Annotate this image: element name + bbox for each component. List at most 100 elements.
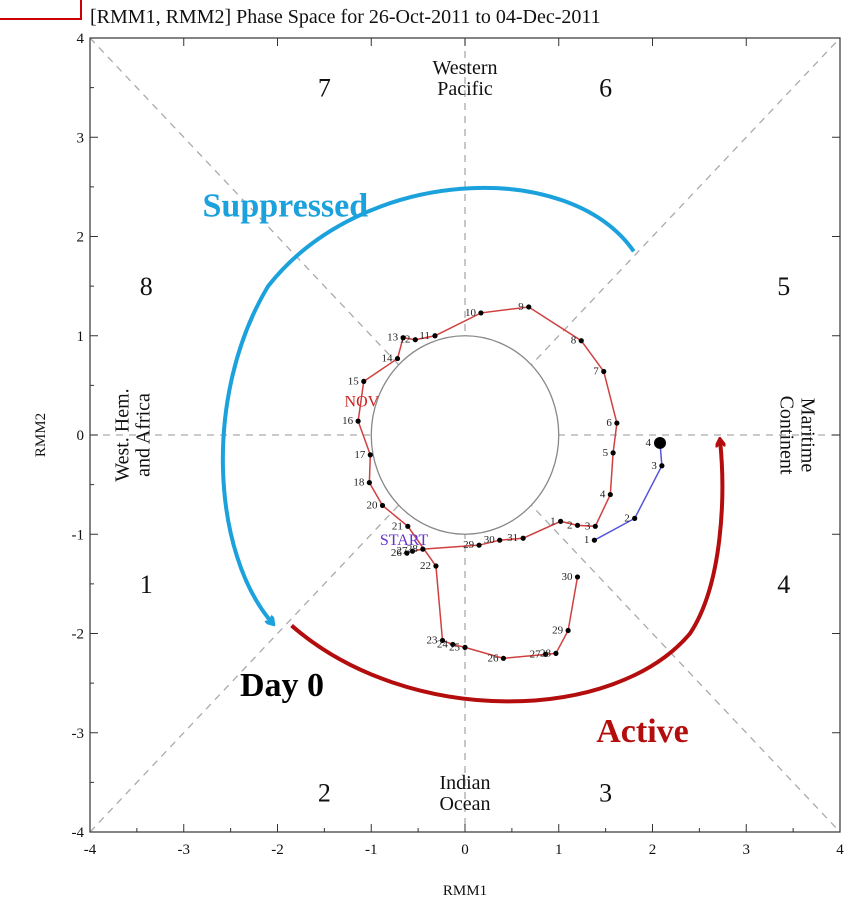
y-tick-label: 0 bbox=[77, 428, 85, 444]
x-tick-label: 2 bbox=[649, 842, 657, 858]
point-label: 23 bbox=[427, 634, 439, 646]
point-label: 21 bbox=[392, 520, 403, 532]
y-tick-label: 3 bbox=[77, 130, 85, 146]
data-point bbox=[404, 550, 410, 556]
phase-number: 1 bbox=[140, 570, 153, 599]
point-label: 1 bbox=[550, 515, 556, 527]
y-tick-label: -3 bbox=[72, 726, 85, 742]
point-label: 30 bbox=[484, 534, 496, 546]
point-label: 26 bbox=[391, 547, 403, 559]
point-label: 3 bbox=[651, 460, 657, 472]
month-label: NOV bbox=[345, 393, 380, 410]
point-label: 18 bbox=[353, 477, 365, 489]
data-point bbox=[478, 310, 484, 316]
data-point bbox=[497, 537, 503, 543]
data-point bbox=[366, 480, 372, 486]
point-label: 29 bbox=[463, 539, 475, 551]
data-point bbox=[610, 450, 616, 456]
data-point bbox=[574, 522, 581, 528]
data-point bbox=[412, 337, 418, 343]
point-label: 25 bbox=[449, 641, 461, 653]
annotation-label: Active bbox=[596, 713, 689, 750]
data-point bbox=[355, 418, 361, 424]
x-tick-label: 4 bbox=[836, 842, 844, 858]
x-tick-label: 1 bbox=[555, 842, 563, 858]
region-label-line: Indian bbox=[439, 772, 490, 794]
phase-number: 5 bbox=[777, 272, 790, 301]
region-label-line: Ocean bbox=[439, 793, 490, 815]
point-label: 1 bbox=[584, 534, 590, 546]
point-label: 20 bbox=[367, 499, 379, 511]
data-point bbox=[433, 563, 439, 569]
data-point bbox=[558, 518, 564, 524]
region-label: West. Hem. and Africa bbox=[112, 388, 155, 481]
region-label-line: and Africa bbox=[133, 393, 155, 477]
y-tick-label: -4 bbox=[72, 825, 85, 841]
point-label: 9 bbox=[518, 301, 524, 313]
data-point bbox=[462, 644, 468, 650]
phase-number: 6 bbox=[599, 74, 612, 103]
point-label: 22 bbox=[420, 560, 431, 572]
data-point bbox=[476, 542, 482, 548]
region-label-line: West. Hem. bbox=[112, 388, 134, 481]
data-point bbox=[592, 523, 598, 529]
data-point bbox=[553, 650, 559, 656]
region-label-line: Continent bbox=[775, 396, 797, 475]
annotation-label: Suppressed bbox=[203, 188, 369, 225]
point-label: 4 bbox=[646, 437, 652, 449]
data-point bbox=[614, 420, 620, 426]
point-label: 12 bbox=[399, 334, 410, 346]
phase-number: 2 bbox=[318, 778, 331, 807]
active-arrow bbox=[290, 440, 723, 704]
phase-number: 8 bbox=[140, 272, 153, 301]
point-label: 29 bbox=[552, 625, 564, 637]
x-tick-label: 3 bbox=[743, 842, 751, 858]
start-label: START bbox=[380, 532, 429, 549]
point-label: 28 bbox=[540, 647, 552, 659]
x-tick-label: -3 bbox=[178, 842, 191, 858]
y-tick-label: -1 bbox=[72, 527, 85, 543]
data-point bbox=[526, 304, 532, 310]
point-label: 2 bbox=[624, 512, 630, 524]
point-label: 30 bbox=[562, 571, 574, 583]
data-point bbox=[367, 452, 373, 458]
amplitude-circle bbox=[370, 335, 560, 535]
x-tick-label: -1 bbox=[365, 842, 378, 858]
point-label: 7 bbox=[593, 365, 599, 377]
point-label: 31 bbox=[507, 532, 518, 544]
point-label: 27 bbox=[397, 545, 409, 557]
point-label: 15 bbox=[348, 375, 360, 387]
annotation-label: Day 0 bbox=[240, 667, 324, 704]
point-label: 14 bbox=[382, 353, 394, 365]
x-tick-label: -4 bbox=[84, 842, 97, 858]
phase-number: 3 bbox=[599, 778, 612, 807]
data-point bbox=[439, 637, 446, 644]
title-underline-mark bbox=[0, 0, 82, 20]
x-tick-label: -2 bbox=[271, 842, 284, 858]
suppressed-arrow bbox=[220, 185, 636, 624]
data-point bbox=[394, 355, 401, 362]
phase-number: 4 bbox=[777, 570, 790, 599]
point-label: 13 bbox=[387, 332, 399, 344]
point-label: 5 bbox=[603, 447, 609, 459]
point-label: 17 bbox=[354, 449, 366, 461]
x-tick-label: 0 bbox=[461, 842, 469, 858]
final-day-point bbox=[654, 436, 666, 449]
point-label: 26 bbox=[487, 652, 499, 664]
data-point bbox=[607, 491, 613, 498]
y-tick-label: 1 bbox=[77, 329, 85, 345]
data-point bbox=[578, 338, 584, 344]
point-label: 28 bbox=[407, 543, 419, 555]
data-point bbox=[591, 537, 597, 543]
data-point bbox=[565, 627, 571, 634]
point-label: 3 bbox=[585, 520, 591, 532]
region-label-line: Western bbox=[432, 57, 497, 79]
y-axis-label: RMM2 bbox=[33, 413, 49, 457]
data-point bbox=[574, 574, 581, 580]
data-point bbox=[432, 333, 438, 339]
data-point bbox=[379, 502, 386, 509]
